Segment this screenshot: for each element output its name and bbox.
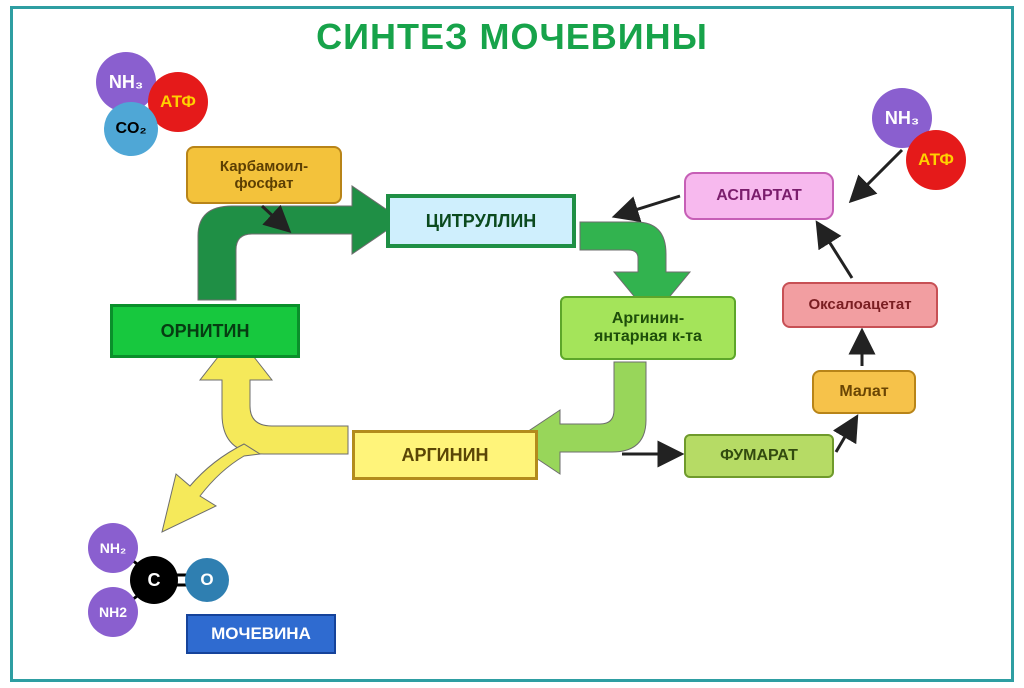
node-urea-label: МОЧЕВИНА (186, 614, 336, 654)
atom-nh2-top-icon: NH₂ (88, 523, 138, 573)
atom-c-icon: C (130, 556, 178, 604)
node-oxaloacetate: Оксалоацетат (782, 282, 938, 328)
diagram-title: СИНТЕЗ МОЧЕВИНЫ (0, 16, 1024, 58)
node-citrulline: ЦИТРУЛЛИН (386, 194, 576, 248)
node-aspartate: АСПАРТАТ (684, 172, 834, 220)
node-fumarate: ФУМАРАТ (684, 434, 834, 478)
molecule-co2-left-icon: CO₂ (104, 102, 158, 156)
atom-nh2-bottom-icon: NH2 (88, 587, 138, 637)
node-carbamoyl-phosphate: Карбамоил- фосфат (186, 146, 342, 204)
atom-o-icon: O (185, 558, 229, 602)
molecule-atp-right-icon: АТФ (906, 130, 966, 190)
node-arginine: АРГИНИН (352, 430, 538, 480)
node-argininosuccinate: Аргинин- янтарная к-та (560, 296, 736, 360)
node-malate: Малат (812, 370, 916, 414)
node-ornithine: ОРНИТИН (110, 304, 300, 358)
